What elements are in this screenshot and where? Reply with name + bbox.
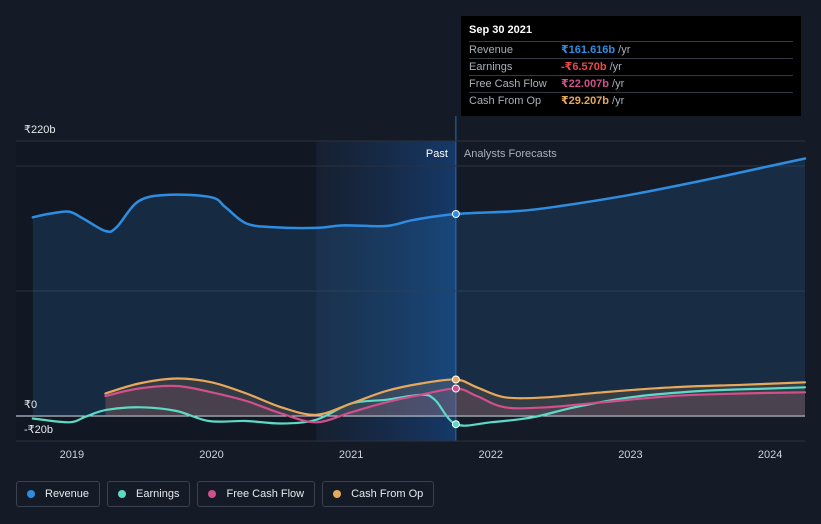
y-label-bottom: -₹20b	[24, 424, 54, 436]
x-tick-label: 2020	[199, 449, 223, 461]
x-tick-label: 2021	[339, 449, 363, 461]
legend-label: Revenue	[45, 488, 90, 500]
legend-item-earnings[interactable]: Earnings	[107, 481, 191, 507]
tooltip-row-value: -₹6.570b	[561, 61, 607, 73]
tooltip-row-value: ₹161.616b	[561, 44, 616, 56]
legend-dot-icon	[333, 490, 342, 498]
tooltip-row-label: Earnings	[469, 61, 513, 73]
legend-dot-icon	[118, 490, 127, 498]
earnings-marker	[451, 420, 460, 429]
x-tick-label: 2019	[60, 449, 84, 461]
past-label: Past	[426, 148, 448, 160]
cash-from-op-area	[105, 378, 805, 416]
x-tick-label: 2023	[618, 449, 642, 461]
tooltip-row-label: Free Cash Flow	[469, 78, 547, 90]
revenue-line	[31, 157, 807, 234]
legend-label: Cash From Op	[351, 488, 424, 500]
tooltip-row-free-cash-flow: Free Cash Flow ₹22.007b /yr	[469, 75, 793, 92]
tooltip-row-unit: /yr	[612, 78, 625, 90]
tooltip-row-cash-from-op: Cash From Op ₹29.207b /yr	[469, 92, 793, 109]
x-tick-label: 2024	[758, 449, 782, 461]
legend-label: Earnings	[136, 488, 180, 500]
legend-item-cash-from-op[interactable]: Cash From Op	[322, 481, 435, 507]
legend-item-revenue[interactable]: Revenue	[16, 481, 101, 507]
legend-dot-icon	[208, 490, 217, 498]
legend-label: Free Cash Flow	[226, 488, 305, 500]
revenue-marker	[451, 210, 460, 218]
tooltip-row-label: Revenue	[469, 44, 514, 56]
tooltip-row-unit: /yr	[609, 61, 622, 73]
cash-from-op-marker	[451, 375, 460, 384]
revenue-area	[32, 158, 806, 416]
tooltip-row-revenue: Revenue ₹161.616b /yr	[469, 41, 793, 58]
tooltip-row-earnings: Earnings -₹6.570b /yr	[469, 58, 793, 75]
free-cash-flow-line	[104, 384, 807, 424]
forecast-label: Analysts Forecasts	[464, 148, 557, 160]
y-label-zero: ₹0	[24, 399, 38, 411]
x-tick-label: 2022	[479, 449, 503, 461]
tooltip-row-unit: /yr	[612, 95, 625, 107]
y-label-top: ₹220b	[24, 124, 56, 136]
cash-from-op-line	[104, 377, 807, 416]
earnings-line	[31, 386, 807, 427]
tooltip-row-label: Cash From Op	[469, 95, 542, 107]
tooltip-row-value: ₹29.207b	[561, 95, 610, 107]
chart-legend: Revenue Earnings Free Cash Flow Cash Fro…	[16, 481, 435, 507]
free-cash-flow-marker	[451, 384, 460, 393]
tooltip-row-unit: /yr	[618, 44, 631, 56]
legend-item-free-cash-flow[interactable]: Free Cash Flow	[197, 481, 316, 507]
tooltip-row-value: ₹22.007b	[561, 78, 610, 90]
data-tooltip: Sep 30 2021 Revenue ₹161.616b /yr Earnin…	[461, 16, 801, 116]
tooltip-date: Sep 30 2021	[469, 24, 532, 36]
legend-dot-icon	[27, 490, 35, 498]
